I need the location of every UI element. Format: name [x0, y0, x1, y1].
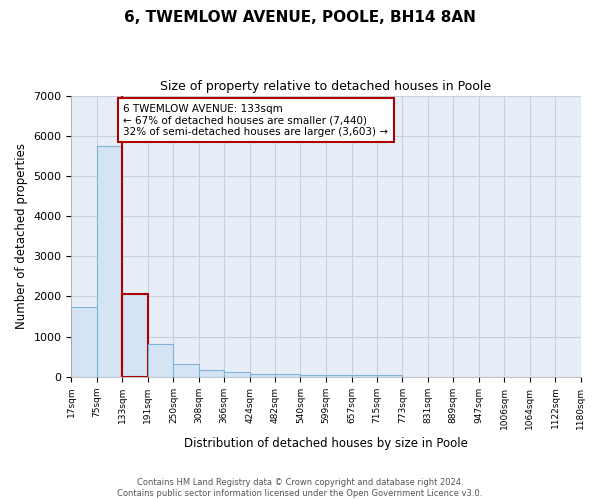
Bar: [377, 374, 403, 377]
Bar: [352, 375, 377, 377]
Bar: [122, 294, 148, 377]
Bar: [148, 344, 173, 377]
Bar: [97, 146, 122, 377]
X-axis label: Distribution of detached houses by size in Poole: Distribution of detached houses by size …: [184, 437, 468, 450]
Bar: [199, 370, 224, 377]
Bar: [224, 372, 250, 377]
Y-axis label: Number of detached properties: Number of detached properties: [15, 143, 28, 329]
Bar: [326, 375, 352, 377]
Title: Size of property relative to detached houses in Poole: Size of property relative to detached ho…: [160, 80, 491, 93]
Text: 6, TWEMLOW AVENUE, POOLE, BH14 8AN: 6, TWEMLOW AVENUE, POOLE, BH14 8AN: [124, 10, 476, 25]
Bar: [250, 374, 275, 377]
Bar: [301, 374, 326, 377]
Bar: [173, 364, 199, 377]
Bar: [275, 374, 301, 377]
Text: 6 TWEMLOW AVENUE: 133sqm
← 67% of detached houses are smaller (7,440)
32% of sem: 6 TWEMLOW AVENUE: 133sqm ← 67% of detach…: [124, 104, 388, 137]
Text: Contains HM Land Registry data © Crown copyright and database right 2024.
Contai: Contains HM Land Registry data © Crown c…: [118, 478, 482, 498]
Bar: [71, 306, 97, 377]
